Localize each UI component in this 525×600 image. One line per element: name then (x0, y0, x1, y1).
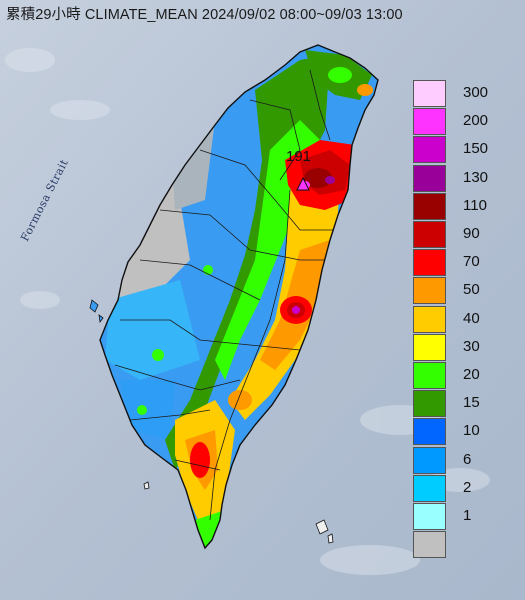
legend-label: 110 (463, 196, 487, 214)
legend-swatch (413, 136, 446, 164)
legend-swatch (413, 333, 446, 361)
penghu-islands (89, 299, 104, 324)
legend-swatch (413, 390, 446, 418)
legend-swatch (413, 531, 446, 559)
green-island (315, 519, 329, 535)
legend-label: 90 (463, 225, 480, 242)
island-outline (99, 44, 379, 550)
legend-swatch (413, 446, 446, 474)
legend-swatch (413, 249, 446, 277)
legend-swatch (413, 474, 446, 502)
legend-label: 1 (463, 507, 472, 524)
max-rainfall-label: 191 (286, 148, 312, 165)
color-legend: 300 200 150 130 110 90 70 50 40 30 20 15 10 6 2 1 (413, 80, 503, 570)
legend-label: 6 (463, 450, 472, 468)
legend-swatch (413, 192, 446, 220)
legend-swatch (413, 418, 446, 446)
cloud-texture (5, 48, 490, 575)
legend-label: 40 (463, 309, 480, 327)
legend-swatch (413, 108, 446, 136)
page-title: 累積29小時 CLIMATE_MEAN 2024/09/02 08:00~09/… (6, 7, 403, 23)
legend-label: 70 (463, 253, 480, 271)
legend-label: 10 (463, 422, 480, 440)
legend-label: 50 (463, 281, 480, 299)
legend-swatch (413, 503, 446, 530)
legend-label: 15 (463, 394, 480, 412)
liuqiu-island (143, 481, 150, 490)
legend-swatch (413, 277, 446, 305)
legend-label: 20 (463, 366, 480, 383)
legend-swatch (413, 305, 446, 333)
orchid-island (327, 533, 334, 544)
legend-swatch (413, 80, 446, 107)
legend-label: 300 (463, 84, 489, 101)
legend-label: 130 (463, 168, 489, 186)
legend-label: 200 (463, 112, 489, 130)
legend-swatch (413, 164, 446, 192)
max-rainfall-marker (296, 176, 310, 191)
legend-swatch (413, 362, 446, 389)
legend-label: 30 (463, 337, 480, 355)
legend-swatch (413, 221, 446, 248)
county-borders (114, 69, 340, 521)
legend-label: 2 (463, 478, 472, 496)
legend-label: 150 (463, 140, 489, 158)
